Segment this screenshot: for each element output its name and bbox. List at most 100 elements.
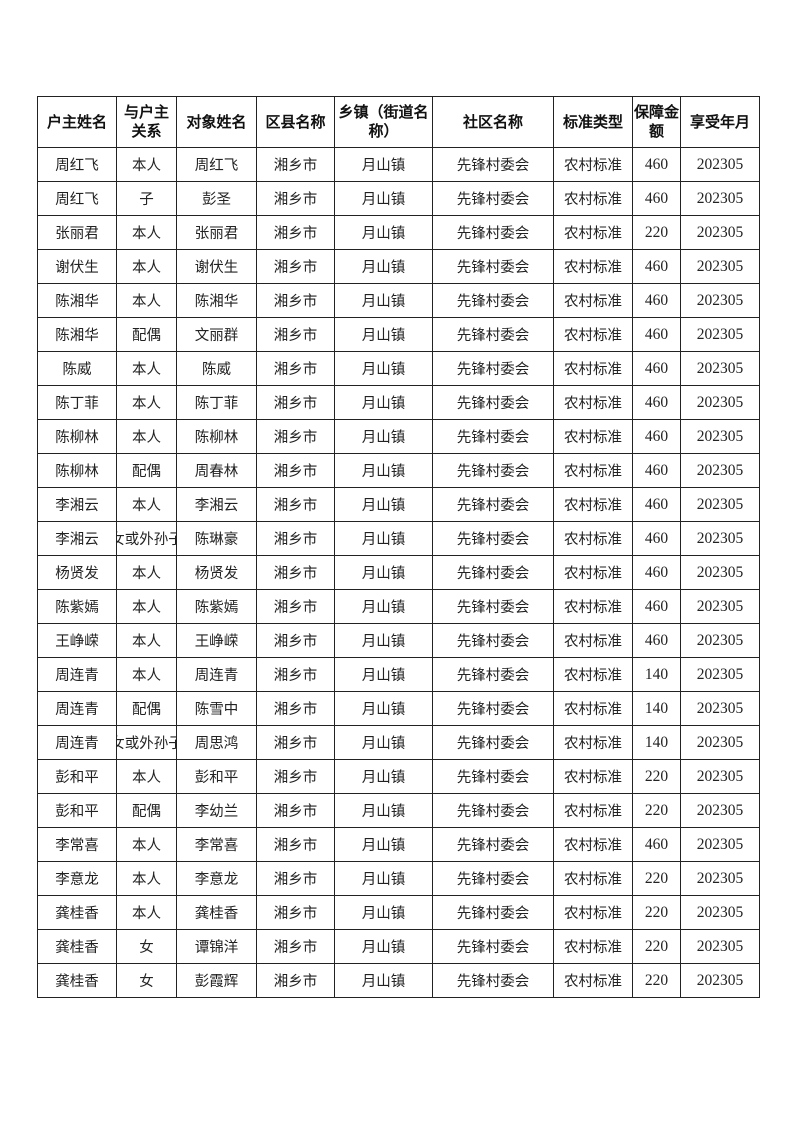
cell-amount: 220 (632, 929, 681, 964)
cell-community: 先锋村委会 (432, 385, 554, 420)
cell-amount: 460 (632, 147, 681, 182)
table-row: 龚桂香女谭锦洋 湘乡市 月山镇 先锋村委会 农村标准 220 202305 (37, 929, 760, 964)
cell-standard: 农村标准 (553, 147, 633, 182)
cell-county: 湘乡市 (256, 419, 335, 454)
cell-recipient: 李幼兰 (176, 793, 257, 828)
table-row: 彭和平 本人 彭和平 湘乡市 月山镇 先锋村委会 农村标准 220 202305 (37, 759, 760, 794)
cell-relation: 本人 (116, 351, 177, 386)
cell-community: 先锋村委会 (432, 963, 554, 998)
cell-standard: 农村标准 (553, 589, 633, 624)
cell-county: 湘乡市 (256, 215, 335, 250)
cell-relation: 本人 (116, 623, 177, 658)
cell-householder: 龚桂香 (37, 895, 117, 930)
table-row: 张丽君 本人 张丽君 湘乡市 月山镇 先锋村委会 农村标准 220 202305 (37, 215, 760, 250)
cell-recipient: 周思鸿 (176, 725, 257, 760)
cell-recipient: 谭锦洋 (176, 929, 257, 964)
table-row: 陈柳林 本人 陈柳林 湘乡市 月山镇 先锋村委会 农村标准 460 202305 (37, 419, 760, 454)
cell-householder: 陈柳林 (37, 419, 117, 454)
cell-county: 湘乡市 (256, 827, 335, 862)
table-row: 陈威 本人 陈威 湘乡市 月山镇 先锋村委会 农村标准 460 202305 (37, 351, 760, 386)
table-row: 李湘云子女或外孙子女陈琳豪湘乡市月山镇先锋村委会农村标准460202305 (37, 521, 760, 556)
cell-township: 月山镇 (334, 963, 433, 998)
cell-amount: 460 (632, 589, 681, 624)
cell-householder: 李湘云 (37, 521, 117, 556)
cell-community: 先锋村委会 (432, 657, 554, 692)
cell-recipient: 陈丁菲 (176, 385, 257, 420)
cell-month: 202305 (680, 963, 760, 998)
cell-township: 月山镇 (334, 351, 433, 386)
cell-recipient: 周春林 (176, 453, 257, 488)
cell-relation: 子 (116, 181, 177, 216)
cell-standard: 农村标准 (553, 691, 633, 726)
cell-amount: 140 (632, 691, 681, 726)
cell-standard: 农村标准 (553, 759, 633, 794)
cell-township: 月山镇 (334, 861, 433, 896)
cell-amount: 460 (632, 283, 681, 318)
cell-county: 湘乡市 (256, 895, 335, 930)
cell-month: 202305 (680, 827, 760, 862)
cell-amount: 460 (632, 181, 681, 216)
cell-county: 湘乡市 (256, 487, 335, 522)
cell-standard: 农村标准 (553, 725, 633, 760)
cell-householder: 杨贤发 (37, 555, 117, 590)
cell-amount: 220 (632, 215, 681, 250)
table-row: 陈丁菲 本人 陈丁菲 湘乡市 月山镇 先锋村委会 农村标准 460 202305 (37, 385, 760, 420)
cell-standard: 农村标准 (553, 181, 633, 216)
cell-month: 202305 (680, 725, 760, 760)
cell-standard: 农村标准 (553, 861, 633, 896)
cell-standard: 农村标准 (553, 521, 633, 556)
cell-month: 202305 (680, 283, 760, 318)
cell-township: 月山镇 (334, 589, 433, 624)
cell-recipient: 谢伏生 (176, 249, 257, 284)
table-row: 陈柳林 配偶 周春林 湘乡市 月山镇 先锋村委会 农村标准 460 202305 (37, 453, 760, 488)
cell-community: 先锋村委会 (432, 793, 554, 828)
cell-amount: 140 (632, 657, 681, 692)
cell-relation: 本人 (116, 555, 177, 590)
cell-month: 202305 (680, 589, 760, 624)
cell-standard: 农村标准 (553, 657, 633, 692)
cell-relation: 女 (116, 929, 177, 964)
cell-township: 月山镇 (334, 453, 433, 488)
cell-relation: 本人 (116, 827, 177, 862)
cell-recipient: 周连青 (176, 657, 257, 692)
cell-amount: 220 (632, 895, 681, 930)
cell-standard: 农村标准 (553, 453, 633, 488)
cell-standard: 农村标准 (553, 793, 633, 828)
cell-recipient: 周红飞 (176, 147, 257, 182)
cell-relation: 子女或外孙子女 (116, 725, 177, 760)
cell-relation: 本人 (116, 215, 177, 250)
cell-amount: 460 (632, 487, 681, 522)
cell-township: 月山镇 (334, 385, 433, 420)
cell-householder: 谢伏生 (37, 249, 117, 284)
table-row: 周红飞 本人 周红飞 湘乡市 月山镇 先锋村委会 农村标准 460 202305 (37, 147, 760, 182)
table-row: 龚桂香 本人 龚桂香 湘乡市 月山镇 先锋村委会 农村标准 220 202305 (37, 895, 760, 930)
cell-township: 月山镇 (334, 181, 433, 216)
cell-month: 202305 (680, 521, 760, 556)
cell-recipient: 李意龙 (176, 861, 257, 896)
cell-month: 202305 (680, 895, 760, 930)
cell-month: 202305 (680, 181, 760, 216)
cell-township: 月山镇 (334, 147, 433, 182)
cell-amount: 220 (632, 759, 681, 794)
cell-relation: 配偶 (116, 317, 177, 352)
header-community: 社区名称 (432, 96, 554, 148)
cell-householder: 周红飞 (37, 181, 117, 216)
cell-month: 202305 (680, 555, 760, 590)
cell-township: 月山镇 (334, 929, 433, 964)
cell-recipient: 杨贤发 (176, 555, 257, 590)
cell-recipient: 张丽君 (176, 215, 257, 250)
cell-community: 先锋村委会 (432, 317, 554, 352)
table-row: 陈紫嫣 本人 陈紫嫣 湘乡市 月山镇 先锋村委会 农村标准 460 202305 (37, 589, 760, 624)
cell-county: 湘乡市 (256, 351, 335, 386)
cell-householder: 龚桂香 (37, 963, 117, 998)
cell-county: 湘乡市 (256, 147, 335, 182)
cell-amount: 460 (632, 555, 681, 590)
cell-amount: 220 (632, 963, 681, 998)
cell-month: 202305 (680, 147, 760, 182)
cell-householder: 彭和平 (37, 793, 117, 828)
cell-relation: 配偶 (116, 793, 177, 828)
cell-township: 月山镇 (334, 759, 433, 794)
cell-relation: 本人 (116, 861, 177, 896)
cell-community: 先锋村委会 (432, 555, 554, 590)
cell-county: 湘乡市 (256, 691, 335, 726)
